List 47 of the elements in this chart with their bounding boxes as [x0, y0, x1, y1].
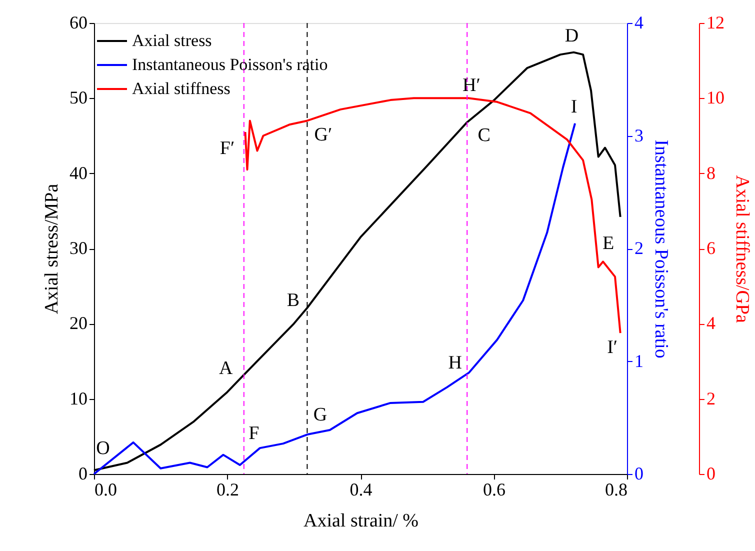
annotation: G′	[314, 124, 332, 146]
y2-tick-label: 0	[634, 464, 644, 484]
annotation: H	[448, 352, 462, 374]
annotation: O	[96, 438, 110, 460]
y3-tick-label: 6	[706, 238, 716, 258]
x-tick-label: 0.8	[605, 480, 628, 500]
line-series	[93, 122, 576, 475]
x-tick-label: 0.2	[216, 480, 239, 500]
annotation: D	[564, 25, 579, 46]
annotation: C	[478, 125, 490, 146]
annotation: I	[570, 96, 578, 118]
y-tick-label: 50	[70, 88, 88, 108]
line-series	[244, 97, 622, 334]
legend-label: Instantaneous Poisson's ratio	[132, 55, 328, 74]
y2-axis-title: Instantaneous Poisson's ratio	[650, 140, 672, 358]
annotation: F	[248, 422, 260, 444]
annotation: F′	[220, 138, 235, 159]
x-tick-label: 0.0	[94, 480, 117, 500]
y-tick-label: 10	[70, 388, 88, 408]
y-tick-label: 40	[70, 162, 88, 183]
annotation: B	[286, 290, 300, 311]
annotation: H′	[462, 75, 480, 96]
y3-axis-title: Axial stiffness/GPa	[732, 175, 752, 324]
x-tick-label: 0.4	[350, 480, 372, 500]
y3-tick-label: 8	[706, 162, 716, 183]
y2-tick-label: 2	[634, 238, 644, 258]
y-tick-label: 20	[70, 313, 88, 334]
y3-tick-label: 10	[706, 88, 724, 108]
legend-label: Axial stress	[132, 31, 212, 50]
y-tick-label: 60	[70, 12, 88, 32]
y-tick-label: 0	[78, 464, 88, 484]
annotation: A	[219, 358, 234, 379]
y3-tick-label: 2	[706, 388, 716, 408]
y3-tick-label: 4	[706, 313, 716, 334]
y-axis-title: Axial stress/MPa	[42, 183, 62, 314]
annotation: E	[602, 232, 614, 254]
x-tick-label: 0.6	[483, 480, 506, 500]
y3-tick-label: 0	[706, 464, 716, 484]
annotation: G	[313, 404, 328, 426]
annotation: I′	[607, 337, 618, 358]
y2-tick-label: 3	[634, 125, 644, 146]
y-tick-label: 30	[70, 238, 88, 258]
y3-tick-label: 12	[706, 12, 724, 32]
y2-tick-label: 1	[634, 350, 644, 371]
y2-tick-label: 4	[634, 12, 644, 32]
legend-label: Axial stiffness	[132, 79, 230, 98]
x-axis-title: Axial strain/ %	[303, 510, 419, 532]
